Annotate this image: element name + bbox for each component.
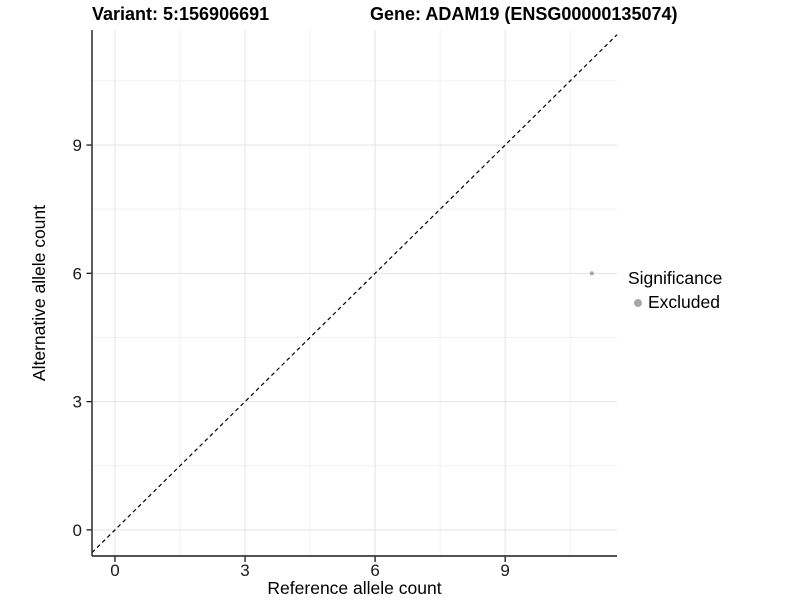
svg-text:3: 3: [73, 393, 82, 412]
legend-point-icon: [634, 298, 642, 307]
legend-item-label: Excluded: [648, 292, 720, 312]
svg-text:9: 9: [73, 136, 82, 155]
major-gridlines: [92, 30, 617, 556]
svg-text:3: 3: [240, 561, 249, 580]
svg-text:6: 6: [370, 561, 379, 580]
data-points: [589, 271, 594, 276]
plot-title-variant: Variant: 5:156906691: [92, 4, 270, 24]
tick-marks: [86, 144, 506, 562]
legend-item-excluded: Excluded: [628, 292, 722, 313]
identity-line: [91, 34, 618, 554]
svg-text:6: 6: [73, 264, 82, 283]
data-point: [589, 271, 594, 276]
y-axis-title: Alternative allele count: [28, 204, 49, 382]
svg-text:0: 0: [110, 561, 119, 580]
axis-lines: [91, 30, 617, 557]
legend-title: Significance: [628, 268, 723, 288]
plot-title-gene: Gene: ADAM19 (ENSG00000135074): [370, 4, 678, 24]
svg-text:0: 0: [73, 521, 82, 540]
x-tick-labels: 0 3 6 9: [110, 561, 510, 580]
y-tick-labels: 0 3 6 9: [73, 136, 82, 540]
minor-gridlines: [92, 30, 617, 556]
svg-text:9: 9: [500, 561, 509, 580]
x-axis-title: Reference allele count: [267, 578, 442, 598]
legend: Significance Excluded: [628, 268, 722, 313]
